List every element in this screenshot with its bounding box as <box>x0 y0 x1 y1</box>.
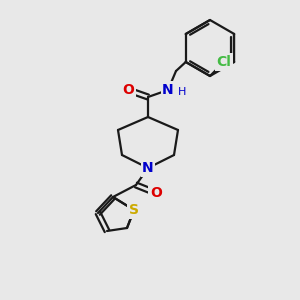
Text: S: S <box>129 203 139 217</box>
Text: O: O <box>122 83 134 97</box>
Text: Cl: Cl <box>217 55 231 69</box>
Text: O: O <box>150 186 162 200</box>
Text: N: N <box>142 161 154 175</box>
Text: H: H <box>178 87 186 97</box>
Text: N: N <box>162 83 174 97</box>
